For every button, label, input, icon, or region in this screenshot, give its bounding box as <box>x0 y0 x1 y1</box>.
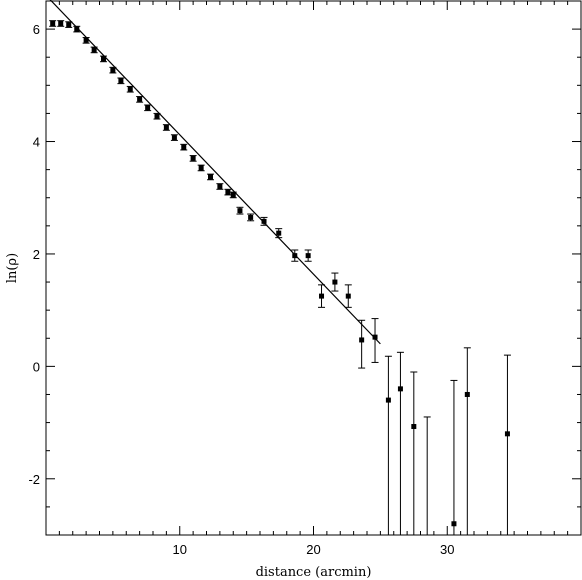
marker <box>292 253 298 259</box>
y-tick-label: -2 <box>28 472 40 487</box>
marker <box>305 253 311 259</box>
y-tick-label: 0 <box>33 359 40 374</box>
x-tick-label: 10 <box>173 542 187 557</box>
marker <box>345 293 351 299</box>
data-point <box>49 20 57 27</box>
marker <box>332 279 338 285</box>
plot-border <box>45 0 582 536</box>
x-tick-label: 20 <box>306 542 320 557</box>
x-tick-label: 30 <box>440 542 454 557</box>
data-point <box>304 249 312 262</box>
marker <box>248 214 254 220</box>
data-point <box>170 134 178 141</box>
data-point <box>236 206 244 215</box>
data-point <box>197 164 205 172</box>
marker <box>319 293 325 299</box>
marker <box>464 391 470 397</box>
data-point <box>162 124 170 131</box>
data-point <box>260 216 268 226</box>
marker <box>163 124 169 130</box>
marker <box>397 386 403 392</box>
data-point <box>57 20 65 27</box>
plot-frame <box>45 0 582 536</box>
data-point <box>153 112 161 120</box>
marker <box>50 20 56 26</box>
marker <box>411 424 417 430</box>
marker <box>101 56 107 62</box>
data-point <box>73 25 81 33</box>
y-axis-label: ln(ρ) <box>5 253 20 283</box>
marker <box>276 230 282 236</box>
data-point <box>216 183 224 190</box>
data-point <box>247 213 255 222</box>
marker <box>58 20 64 26</box>
data-point <box>117 77 125 85</box>
data-point <box>189 155 197 162</box>
marker <box>359 337 365 343</box>
marker <box>154 113 160 119</box>
marker <box>198 165 204 171</box>
data-point <box>503 354 511 535</box>
marker <box>83 37 89 43</box>
data-point <box>384 355 392 535</box>
data-point <box>396 351 404 535</box>
marker <box>217 183 223 189</box>
data-point <box>126 85 134 93</box>
marker <box>118 78 124 84</box>
fit-line <box>49 0 381 345</box>
y-tick-label: 2 <box>33 247 40 262</box>
marker <box>171 135 177 141</box>
data-point <box>410 371 418 535</box>
marker <box>137 96 143 102</box>
plot-marks <box>49 0 511 535</box>
marker <box>190 155 196 161</box>
tick-labels: 10 20 30 -2 0 2 4 6 <box>28 22 454 557</box>
data-point <box>450 379 458 535</box>
x-axis-label: distance (arcmin) <box>256 565 372 580</box>
data-point <box>331 272 339 292</box>
data-point <box>109 66 117 74</box>
data-point <box>291 249 299 262</box>
marker <box>110 67 116 73</box>
axis-ticks <box>45 0 582 536</box>
marker <box>208 174 214 180</box>
marker <box>372 334 378 340</box>
data-point <box>100 55 108 63</box>
data-point <box>144 104 152 112</box>
marker <box>230 192 236 198</box>
marker <box>127 86 133 92</box>
data-point <box>344 284 352 308</box>
data-point <box>136 96 144 103</box>
data-point <box>371 318 379 363</box>
data-point <box>463 347 471 535</box>
marker <box>181 144 187 150</box>
marker <box>504 431 510 437</box>
marker <box>237 208 243 214</box>
data-point <box>90 46 98 54</box>
data-point <box>224 188 232 196</box>
marker <box>145 105 151 111</box>
data-point <box>180 143 188 151</box>
marker <box>225 189 231 195</box>
data-point <box>318 284 326 308</box>
y-tick-label: 6 <box>33 22 40 37</box>
marker <box>385 397 391 403</box>
y-tick-label: 4 <box>33 135 40 150</box>
data-point <box>275 228 283 239</box>
data-point <box>229 191 237 199</box>
data-point <box>65 21 73 28</box>
marker <box>261 218 267 224</box>
lone-error-bar <box>423 416 431 535</box>
data-point <box>82 37 90 44</box>
marker <box>451 521 457 527</box>
marker <box>91 47 97 53</box>
data-point <box>358 319 366 369</box>
data-point <box>207 173 215 181</box>
marker <box>74 26 80 32</box>
marker <box>66 22 72 28</box>
